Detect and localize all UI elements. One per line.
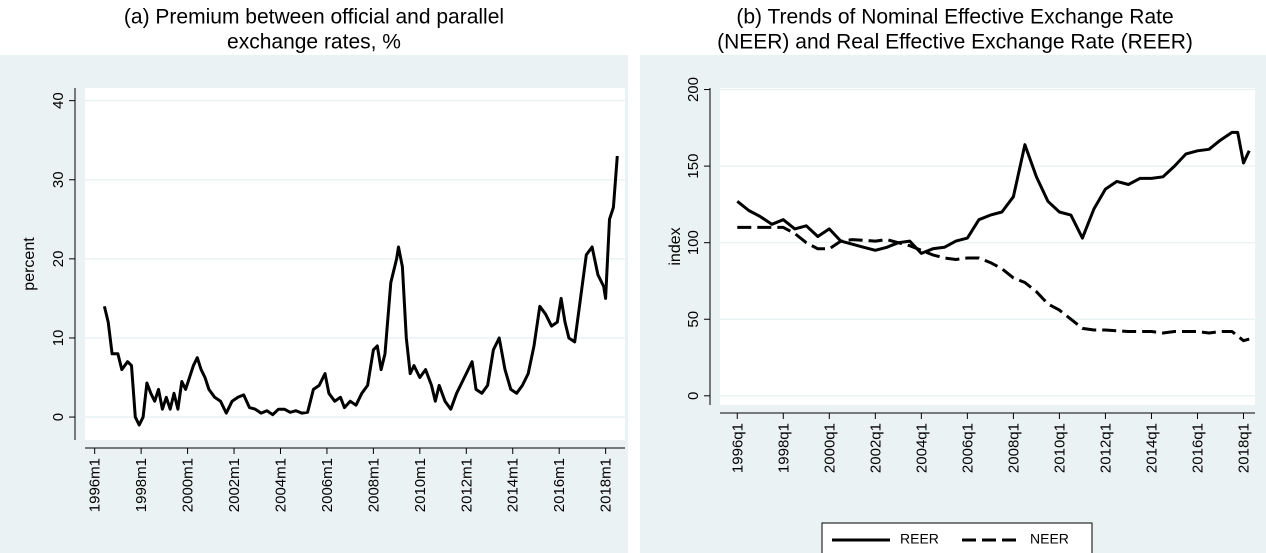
x-tick-label: 2004m1 (272, 458, 289, 512)
x-tick-label: 2014q1 (1143, 423, 1160, 473)
chart-title: (b) Trends of Nominal Effective Exchange… (736, 6, 1173, 29)
y-axis-title: index (667, 227, 684, 265)
x-tick-label: 2006q1 (959, 423, 976, 473)
y-tick-label: 200 (685, 77, 702, 102)
x-tick-label: 1996q1 (729, 423, 746, 473)
y-tick-label: 10 (50, 330, 67, 347)
legend-box (821, 522, 1093, 553)
x-tick-label: 1996m1 (87, 458, 104, 512)
y-tick-label: 0 (50, 413, 67, 421)
x-tick-label: 2000q1 (821, 423, 838, 473)
legend-label: NEER (1030, 531, 1069, 547)
line-series (736, 130, 1251, 255)
chart-title: exchange rates, % (227, 31, 401, 54)
x-tick-label: 2012q1 (1097, 423, 1114, 473)
x-tick-label: 2012m1 (458, 458, 475, 512)
x-tick-label: 2018m1 (598, 458, 615, 512)
x-tick-label: 2018q1 (1235, 423, 1252, 473)
x-tick-label: 2016m1 (551, 458, 568, 512)
x-tick-label: 1998q1 (775, 423, 792, 473)
x-tick-label: 2008m1 (365, 458, 382, 512)
y-tick-label: 50 (685, 311, 702, 328)
y-tick-label: 100 (685, 230, 702, 255)
x-tick-label: 2000m1 (180, 458, 197, 512)
x-tick-label: 2006m1 (319, 458, 336, 512)
y-axis-title: percent (21, 237, 38, 291)
y-tick-label: 40 (50, 92, 67, 109)
x-tick-label: 2002m1 (226, 458, 243, 512)
x-tick-label: 2002q1 (867, 423, 884, 473)
line-series (737, 225, 1250, 343)
line-series (102, 155, 619, 427)
chart-title: (NEER) and Real Effective Exchange Rate … (717, 31, 1193, 54)
y-tick-label: 0 (685, 392, 702, 400)
x-tick-label: 1998m1 (133, 458, 150, 512)
y-tick-label: 20 (50, 251, 67, 268)
x-tick-label: 2016q1 (1189, 423, 1206, 473)
x-tick-label: 2004q1 (913, 423, 930, 473)
x-tick-label: 2014m1 (505, 458, 522, 512)
plot-area (720, 88, 1255, 405)
x-tick-label: 2010q1 (1051, 423, 1068, 473)
x-tick-label: 2010m1 (412, 458, 429, 512)
x-tick-label: 2008q1 (1005, 423, 1022, 473)
y-tick-label: 150 (685, 154, 702, 179)
chart-title: (a) Premium between official and paralle… (124, 6, 504, 29)
y-tick-label: 30 (50, 171, 67, 188)
legend-label: REER (900, 531, 939, 547)
plot-area (85, 88, 625, 440)
